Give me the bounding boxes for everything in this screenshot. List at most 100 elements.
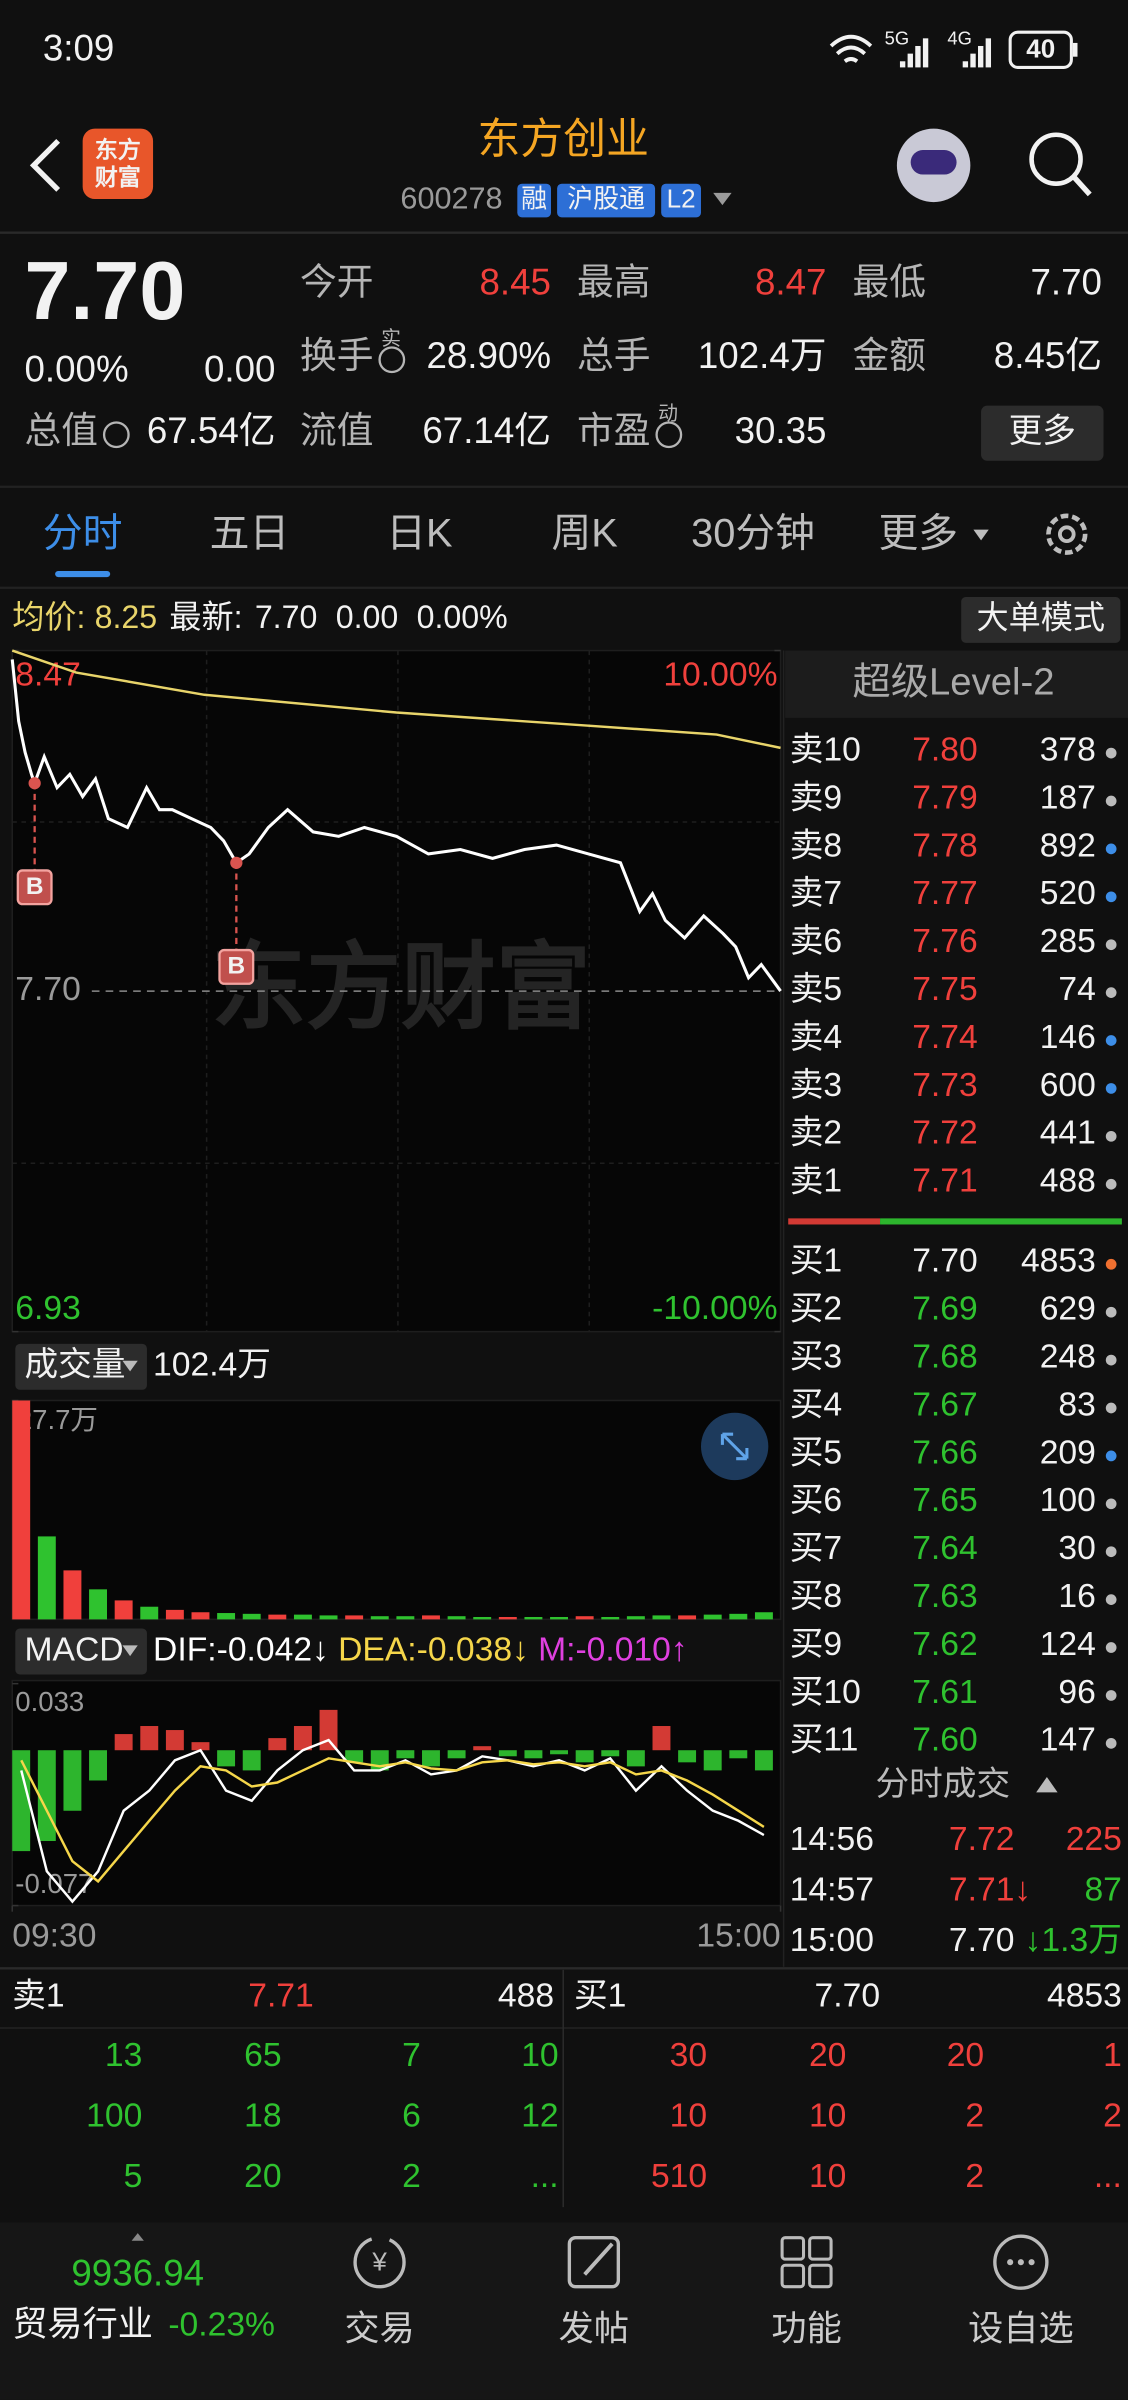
macd-selector[interactable] (15, 1628, 147, 1675)
logo-text: 财富 (95, 164, 141, 190)
tab[interactable]: 五日 (210, 511, 290, 555)
depth-cell: ... (1094, 2158, 1122, 2195)
macd-bar (63, 1750, 82, 1811)
macd-bar (165, 1730, 184, 1751)
nav-icon-dot (1007, 2259, 1014, 2266)
more-button[interactable] (981, 405, 1104, 461)
nav-item[interactable]: 发帖 (559, 2309, 629, 2348)
volume-bar (678, 1615, 697, 1620)
trade-price: 7.72 (949, 1821, 1015, 1858)
orderbook-price: 7.76 (912, 923, 978, 960)
macd-bar (447, 1750, 466, 1759)
volume-area (11, 1399, 782, 1621)
orderbook-price: 7.77 (912, 875, 978, 912)
back-button[interactable] (29, 138, 61, 192)
info-bar: 均价: 8.25 最新: 7.70 0.00 0.00% (12, 599, 507, 635)
field-label: 今开 (300, 261, 373, 302)
volume-bar (37, 1536, 56, 1620)
macd-bar (345, 1750, 364, 1763)
orderbook-label: 买1 (790, 1243, 842, 1280)
orderbook-volume: 96 (1058, 1674, 1095, 1711)
macd-dropdown-arrow (122, 1645, 138, 1657)
field-label: 最低 (853, 261, 926, 302)
orderbook-dot (1105, 1690, 1117, 1701)
search-handle (1072, 175, 1092, 197)
nav-icon (567, 2236, 621, 2289)
indicator-value: -0.038 (417, 1631, 512, 1668)
info-avg-label: 均价: (12, 599, 85, 635)
macd-bar (191, 1742, 210, 1751)
volume-total: 102.4万 (153, 1347, 271, 1384)
volume-bar (422, 1615, 440, 1620)
volume-bar (89, 1589, 108, 1620)
nav-item[interactable]: 交易 (344, 2309, 414, 2348)
tab[interactable]: 分时 (43, 511, 123, 555)
logo-text: 东方 (95, 137, 141, 163)
nav-icon-glyph: ¥ (371, 2247, 387, 2277)
orderbook-price: 7.63 (912, 1578, 978, 1615)
orderbook-price: 7.72 (912, 1115, 978, 1152)
volume-bar (626, 1616, 645, 1620)
settings-icon[interactable] (1046, 513, 1088, 555)
orderbook-label: 卖6 (790, 923, 842, 960)
balance-bar-buy (880, 1218, 1122, 1225)
nav-icon-pen (583, 2242, 614, 2276)
nav-icon (353, 2236, 406, 2289)
field-value: 7.70 (1031, 261, 1102, 302)
nav-icon (808, 2263, 833, 2289)
nav-item[interactable]: 设自选 (968, 2309, 1074, 2348)
tab[interactable]: 日K (386, 511, 453, 555)
depth-label: 卖1 (12, 1977, 64, 2014)
change-amount: 0.00 (204, 349, 275, 390)
stock-name: 东方创业 (478, 116, 649, 164)
depth-cell: 20 (809, 2037, 846, 2074)
depth-cell: ... (531, 2158, 559, 2195)
orderbook-price: 7.61 (912, 1674, 978, 1711)
change-percent: 0.00% (24, 349, 128, 390)
tab[interactable]: 周K (551, 511, 618, 555)
macd-bar (524, 1750, 543, 1759)
tab-underline (55, 570, 111, 578)
orderbook-label: 买4 (790, 1386, 842, 1423)
orderbook-volume: 4853 (1021, 1243, 1096, 1280)
battery-cap (1072, 42, 1078, 57)
more-button-text: 更多 (1009, 412, 1076, 450)
orderbook-dot (1105, 939, 1117, 951)
orderbook-price: 7.68 (912, 1338, 978, 1375)
orderbook-label: 卖5 (790, 971, 842, 1008)
y-tick-label: 0.033 (15, 1686, 84, 1717)
orderbook-volume: 30 (1058, 1530, 1095, 1567)
field-value: 28.90% (426, 335, 551, 376)
field-value: 8.45 (480, 261, 551, 302)
orderbook-label: 卖8 (790, 827, 842, 864)
trade-time: 14:56 (790, 1821, 874, 1858)
orderbook-price: 7.80 (912, 731, 978, 768)
trade-volume: 87 (1084, 1872, 1121, 1909)
tab[interactable]: 30分钟 (691, 511, 815, 555)
depth-volume: 488 (498, 1977, 554, 2014)
volume-bar (370, 1616, 389, 1620)
volume-bar (498, 1616, 517, 1620)
macd-bar (12, 1750, 31, 1852)
nav-icon (780, 2263, 806, 2289)
orderbook-label: 买3 (790, 1338, 842, 1375)
orderbook-price: 7.69 (912, 1291, 978, 1328)
macd-line (20, 1757, 765, 1884)
field-label: 总值 (24, 410, 97, 451)
field-value: 8.47 (755, 261, 826, 302)
badge-text: 融 (521, 183, 547, 213)
info-change: 0.00 (336, 599, 399, 635)
tab[interactable]: 更多 (879, 511, 959, 555)
indicator-arrow: ↓ (512, 1631, 529, 1668)
search-icon[interactable] (1029, 132, 1083, 187)
signal-bar (978, 45, 984, 68)
badge-text: 沪股通 (567, 183, 645, 213)
mode-button[interactable] (961, 596, 1121, 643)
volume-selector[interactable] (15, 1343, 147, 1390)
footer (0, 2222, 1128, 2400)
trade-time: 15:00 (790, 1922, 874, 1959)
orderbook-label: 买7 (790, 1530, 842, 1567)
indicator-value: -0.010 (575, 1631, 670, 1668)
nav-item[interactable]: 功能 (771, 2309, 841, 2348)
orderbook-dot (1105, 1737, 1117, 1749)
